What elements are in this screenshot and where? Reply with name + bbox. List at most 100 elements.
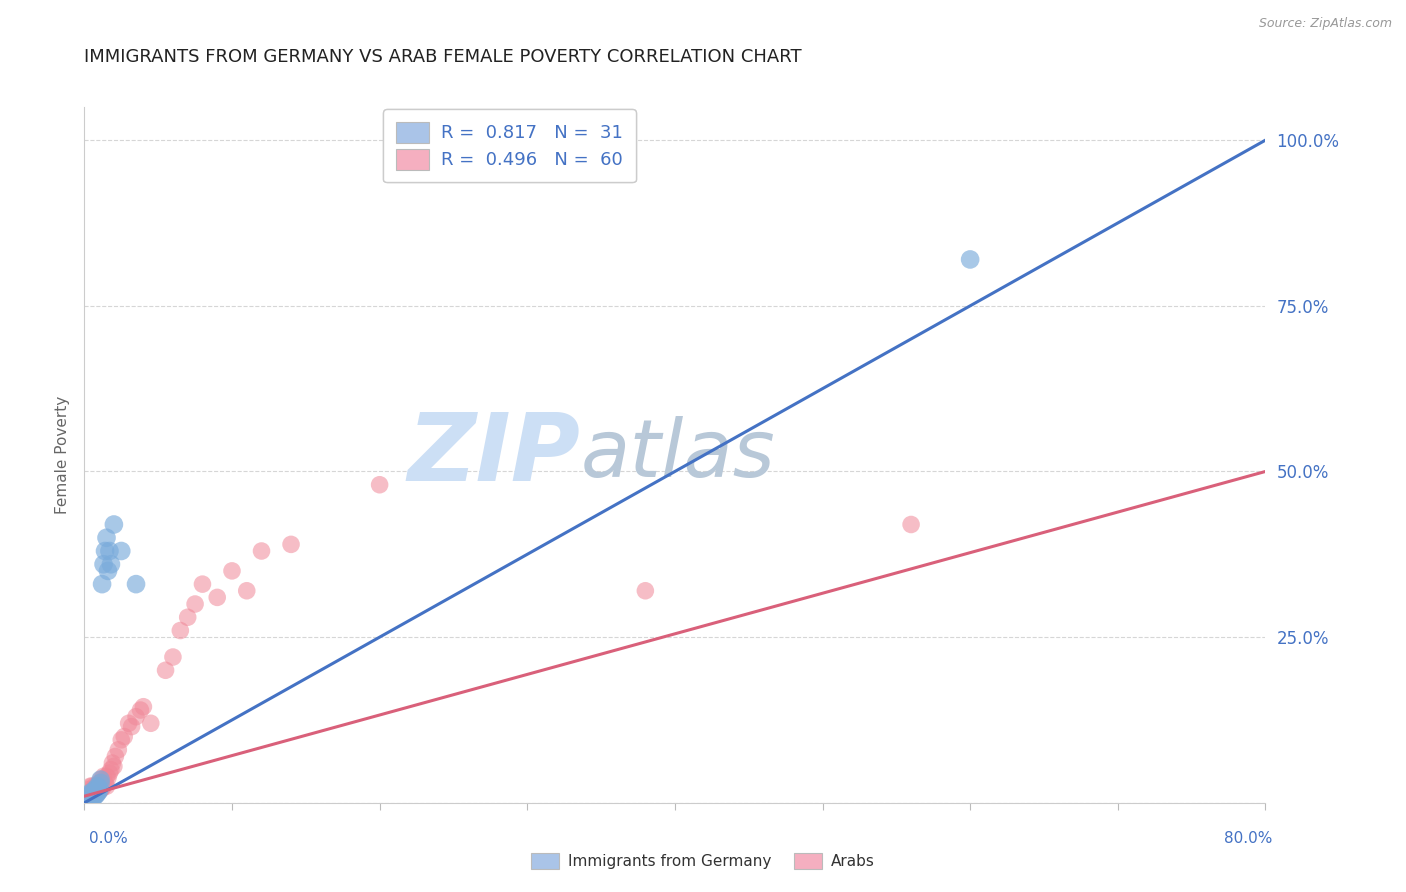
Point [101,756,124,770]
Point [97,564,120,578]
Point [125,709,148,723]
Point [87,781,111,796]
Point [900,517,922,532]
Point [91,577,114,591]
Point [104,749,127,764]
Point [93,779,115,793]
Point [90,772,112,787]
Point [79,786,101,800]
Point [82,788,104,802]
Point [83,779,105,793]
Point [86,786,108,800]
Text: IMMIGRANTS FROM GERMANY VS ARAB FEMALE POVERTY CORRELATION CHART: IMMIGRANTS FROM GERMANY VS ARAB FEMALE P… [84,48,801,66]
Point [77,788,100,802]
Point [280,537,302,551]
Point [121,720,143,734]
Point [83,789,105,804]
Text: Source: ZipAtlas.com: Source: ZipAtlas.com [1258,17,1392,29]
Point [98,766,121,780]
Point [83,786,105,800]
Point [86,779,108,793]
Point [368,477,391,491]
Point [177,610,200,624]
Legend: Immigrants from Germany, Arabs: Immigrants from Germany, Arabs [524,847,882,875]
Point [75,792,97,806]
Point [98,544,121,558]
Point [77,790,100,805]
Text: ZIP: ZIP [408,409,581,501]
Point [75,792,97,806]
Point [79,786,101,800]
Text: atlas: atlas [581,416,775,494]
Point [250,544,273,558]
Text: 80.0%: 80.0% [1225,831,1272,846]
Point [110,732,132,747]
Point [184,597,207,611]
Point [205,591,228,605]
Point [103,759,125,773]
Point [90,772,112,787]
Point [79,789,101,804]
Point [125,577,148,591]
Point [634,583,657,598]
Point [103,517,125,532]
Point [100,558,122,572]
Point [96,779,118,793]
Point [132,699,155,714]
Point [112,730,135,744]
Point [94,544,117,558]
Point [76,790,98,805]
Point [77,789,100,804]
Point [84,788,107,802]
Legend: R =  0.817   N =  31, R =  0.496   N =  60: R = 0.817 N = 31, R = 0.496 N = 60 [384,109,636,183]
Point [91,781,114,796]
Point [129,703,152,717]
Point [83,782,105,797]
Point [80,788,103,802]
Point [82,786,104,800]
Point [76,786,98,800]
Point [77,782,100,797]
Y-axis label: Female Poverty: Female Poverty [55,396,70,514]
Point [191,577,214,591]
Point [107,743,129,757]
Point [94,776,117,790]
Text: 0.0%: 0.0% [89,831,128,846]
Point [84,788,107,802]
Point [77,788,100,802]
Point [139,716,162,731]
Point [82,790,104,805]
Point [84,782,107,797]
Point [80,779,103,793]
Point [162,650,184,665]
Point [169,624,191,638]
Point [87,784,111,798]
Point [235,583,259,598]
Point [86,779,108,793]
Point [93,769,115,783]
Point [80,789,103,804]
Point [97,771,120,785]
Point [79,790,101,805]
Point [93,558,115,572]
Point [79,779,101,793]
Point [80,789,103,804]
Point [118,716,141,731]
Point [87,784,111,798]
Point [90,776,112,790]
Point [959,252,981,267]
Point [87,776,111,790]
Point [82,782,104,797]
Point [100,763,122,777]
Point [110,544,132,558]
Point [96,769,118,783]
Point [76,790,98,805]
Point [155,663,177,677]
Point [84,782,107,797]
Point [96,531,118,545]
Point [80,786,103,800]
Point [90,782,112,797]
Point [75,789,97,804]
Point [221,564,243,578]
Point [86,786,108,800]
